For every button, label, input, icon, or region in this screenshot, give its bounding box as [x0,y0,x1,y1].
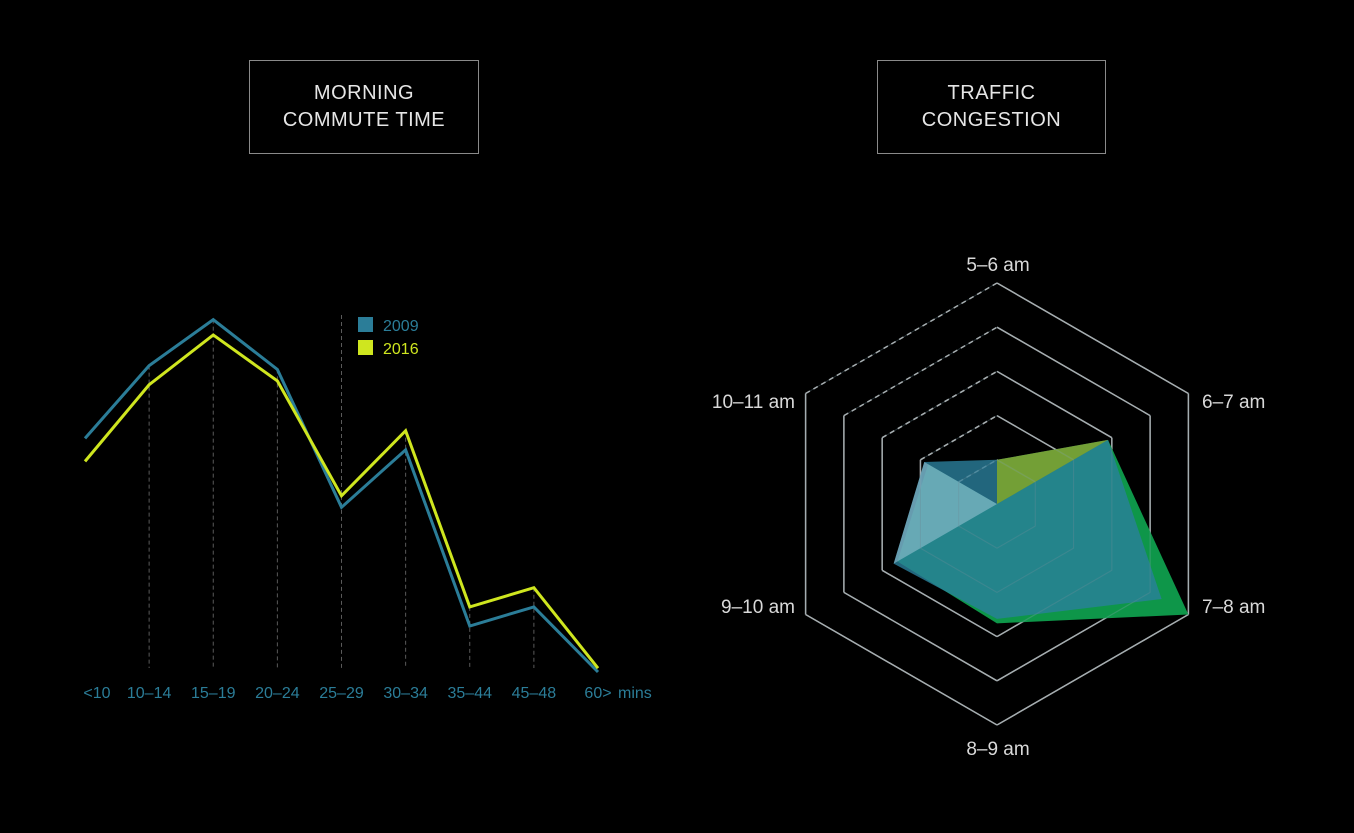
x-tick-label: 30–34 [383,685,428,702]
congestion-title-line1: TRAFFIC [947,82,1036,104]
radar-axis-label: 7–8 am [1202,597,1265,618]
radar-axis-label: 8–9 am [966,739,1029,760]
x-tick-label: 25–29 [319,685,364,702]
radar-grid-overlay [843,326,1151,682]
radar-grid-ring-segment [996,370,1113,439]
radar-grid-ring-segment [881,569,998,638]
radar-highlight-area [997,439,1109,504]
radar-grid-ring-segment [996,282,1189,395]
x-unit-label: mins [618,685,652,702]
legend-swatch-2016 [358,340,373,355]
x-tick-label: 45–48 [512,685,557,702]
radar-grid-overlay [881,370,1113,638]
radar-axis-label: 10–11 am [712,392,795,413]
legend-label-2009: 2009 [383,318,419,335]
radar-axis-label: 9–10 am [721,597,795,618]
x-tick-label: 15–19 [191,685,236,702]
commute-title-box: MORNING COMMUTE TIME [249,60,479,154]
radar-axis-label: 6–7 am [1202,392,1265,413]
commute-title-line1: MORNING [313,82,415,104]
commute-title-line2: COMMUTE TIME [282,109,446,131]
x-tick-label: <10 [83,685,110,702]
legend-label-2016: 2016 [383,341,419,358]
x-tick-label: 20–24 [255,685,300,702]
radar-grid-overlay [958,459,1036,549]
radar-grid-ring-segment [805,613,998,726]
radar-grid-ring-segment [843,591,998,682]
radar-grid-overlay [805,282,1189,726]
radar-grid-ring-segment [805,282,998,395]
radar-grid-overlay [919,415,1075,593]
commute-line-chart: <10 10–14 15–19 20–24 25–29 30–34 35–44 45–48 60… [83,315,652,702]
radar-grid-ring-segment [996,326,1151,417]
radar-grid-ring-segment [920,414,998,461]
radar-grid-ring-segment [996,613,1189,726]
x-tick-label: 10–14 [127,685,172,702]
congestion-title-box: TRAFFIC CONGESTION [877,60,1106,154]
radar-grid-ring-segment [843,326,998,417]
congestion-title-line2: CONGESTION [921,109,1062,131]
radar-axis-label: 5–6 am [966,255,1029,276]
radar-grid-ring-segment [881,370,998,439]
legend-swatch-2009 [358,317,373,332]
x-tick-label: 60> [584,685,611,702]
x-tick-label: 35–44 [448,685,493,702]
radar-light-area [893,462,997,564]
